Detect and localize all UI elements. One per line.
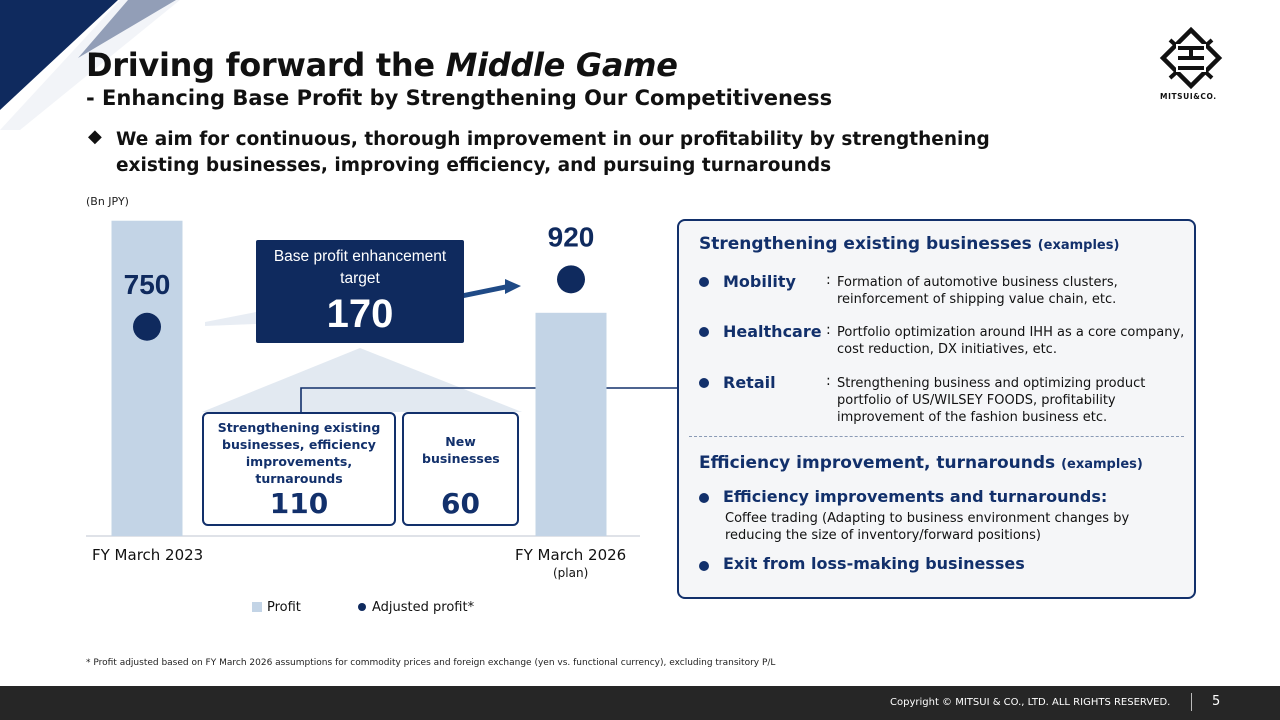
profit-bar (111, 220, 183, 537)
data-label: 750 (124, 269, 171, 300)
examples-panel: Strengthening existing businesses (examp… (677, 219, 1196, 599)
bullet-dot-icon (699, 277, 709, 287)
panel-heading-strengthening: Strengthening existing businesses (examp… (699, 234, 1120, 254)
legend-swatch (358, 603, 366, 611)
lead-statement: We aim for continuous, thorough improvem… (116, 129, 990, 176)
arrow-shaft-right (464, 284, 508, 298)
footer-separator (1191, 693, 1192, 711)
callout-label: Base profit enhancement target (273, 248, 447, 287)
arrow-shaft (205, 312, 256, 326)
page-number: 5 (1212, 694, 1221, 709)
efficiency-item: Efficiency improvements and turnarounds: (723, 487, 1108, 506)
footer-bar: Copyright © MITSUI & CO., LTD. ALL RIGHT… (0, 686, 1280, 720)
exit-item: Exit from loss-making businesses (723, 554, 1025, 573)
callout-wedge (202, 348, 522, 412)
x-tick-label: FY March 2023 (92, 546, 204, 564)
adjusted-profit-dot (557, 265, 585, 294)
bullet-dot-icon (699, 493, 709, 503)
bullet-dot-icon (699, 561, 709, 571)
callout-value: 170 (326, 292, 394, 336)
copyright-text: Copyright © MITSUI & CO., LTD. ALL RIGHT… (890, 697, 1171, 708)
legend-swatch (252, 602, 262, 612)
bullet-dot-icon (699, 378, 709, 388)
page-title: Driving forward the Middle Game (86, 46, 678, 84)
profit-bar (535, 312, 607, 536)
adjusted-profit-dot (133, 312, 161, 341)
efficiency-desc: Coffee trading (Adapting to business env… (725, 511, 1130, 543)
mitsui-logo-icon (1159, 26, 1223, 90)
example-desc: Formation of automotive business cluster… (837, 275, 1118, 307)
diamond-bullet-icon: ◆ (88, 126, 102, 147)
base-profit-target-callout: Base profit enhancement target 170 (256, 240, 464, 343)
bullet-dot-icon (699, 327, 709, 337)
x-tick-label: FY March 2026 (515, 546, 627, 564)
dashed-divider (689, 436, 1184, 437)
unit-label: (Bn JPY) (86, 195, 129, 208)
example-name: Retail (723, 373, 776, 392)
example-name: Healthcare (723, 322, 822, 341)
logo-wordmark: MITSUI&CO. (1160, 92, 1217, 101)
panel-heading-efficiency: Efficiency improvement, turnarounds (exa… (699, 453, 1143, 473)
component-value: 60 (441, 487, 480, 520)
component-value: 110 (269, 487, 329, 520)
corner-decoration (0, 0, 180, 130)
footnote: * Profit adjusted based on FY March 2026… (86, 658, 776, 668)
x-tick-sublabel: (plan) (553, 566, 589, 580)
arrow-head (505, 279, 521, 294)
data-label: 920 (548, 221, 595, 252)
legend-item-adjusted: Adjusted profit* (358, 600, 474, 615)
page-subtitle: - Enhancing Base Profit by Strengthening… (86, 86, 833, 110)
legend-item-profit: Profit (252, 600, 301, 615)
component-box-new: New businesses 60 (402, 412, 519, 526)
example-name: Mobility (723, 272, 796, 291)
component-box-existing: Strengthening existing businesses, effic… (202, 412, 396, 526)
component-label: New businesses (422, 434, 500, 466)
component-label: Strengthening existing businesses, effic… (217, 420, 381, 486)
example-desc: Strengthening business and optimizing pr… (837, 376, 1146, 425)
example-desc: Portfolio optimization around IHH as a c… (837, 325, 1185, 357)
